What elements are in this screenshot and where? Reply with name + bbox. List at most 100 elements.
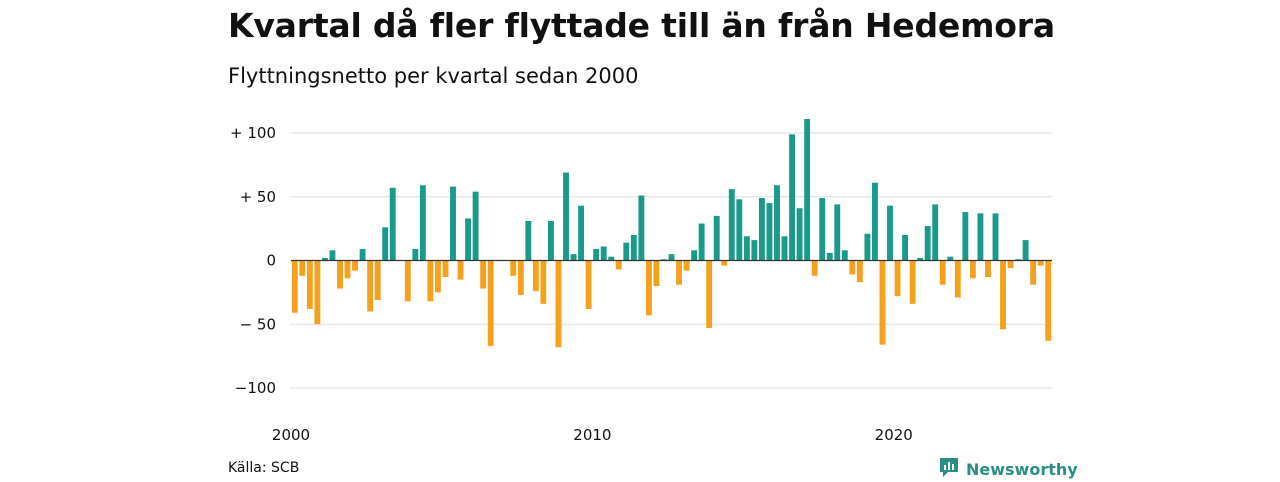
y-axis-tick-labels: + 100 + 50 0 − 50 −100 bbox=[230, 124, 276, 397]
source-note: Källa: SCB bbox=[228, 460, 300, 476]
bar bbox=[532, 260, 539, 292]
bar bbox=[638, 195, 645, 261]
bar bbox=[841, 250, 848, 261]
gridlines bbox=[291, 132, 1052, 389]
bar bbox=[555, 260, 562, 348]
bar bbox=[706, 260, 713, 329]
bar bbox=[548, 220, 554, 261]
bar bbox=[412, 249, 419, 261]
bar bbox=[374, 260, 381, 301]
bar bbox=[487, 260, 494, 346]
bar bbox=[1022, 240, 1029, 261]
bar bbox=[359, 249, 366, 261]
bar bbox=[585, 260, 592, 309]
bar bbox=[608, 256, 615, 261]
bar bbox=[804, 118, 811, 261]
bar bbox=[434, 260, 441, 293]
bar bbox=[849, 260, 856, 275]
bar bbox=[540, 260, 547, 304]
bar bbox=[939, 260, 946, 285]
bar bbox=[698, 223, 705, 261]
bar bbox=[578, 205, 585, 261]
bar bbox=[977, 213, 984, 261]
bar bbox=[917, 257, 924, 261]
bar bbox=[872, 182, 878, 261]
bar bbox=[661, 259, 667, 261]
bar bbox=[1045, 260, 1052, 341]
bar bbox=[894, 260, 901, 297]
bar bbox=[645, 260, 652, 316]
bar bbox=[517, 260, 524, 295]
bars bbox=[291, 118, 1052, 348]
x-tick-label: 2000 bbox=[272, 426, 310, 444]
bar bbox=[947, 256, 954, 261]
bar bbox=[352, 260, 358, 271]
bar bbox=[887, 205, 893, 261]
bar bbox=[826, 252, 833, 261]
bar bbox=[751, 240, 758, 261]
y-tick-label: −100 bbox=[235, 379, 276, 397]
bar bbox=[1037, 260, 1044, 266]
bar bbox=[1000, 260, 1006, 330]
bar bbox=[766, 203, 773, 261]
bar bbox=[321, 257, 328, 261]
bar bbox=[909, 260, 916, 304]
bar bbox=[593, 249, 600, 261]
bar bbox=[382, 227, 389, 261]
bar bbox=[344, 260, 351, 279]
x-tick-label: 2010 bbox=[573, 426, 611, 444]
bar bbox=[834, 204, 841, 261]
bar bbox=[1007, 260, 1014, 269]
bar bbox=[653, 260, 660, 286]
brand-logo: Newsworthy bbox=[938, 456, 1078, 482]
bar bbox=[450, 186, 456, 261]
bar bbox=[781, 236, 788, 261]
bar bbox=[713, 215, 720, 261]
bar bbox=[856, 260, 863, 283]
bar bbox=[389, 187, 396, 261]
bar bbox=[623, 242, 630, 261]
bar bbox=[758, 198, 765, 261]
bar bbox=[457, 260, 464, 280]
bar bbox=[329, 250, 336, 261]
bar bbox=[570, 254, 577, 261]
bar bbox=[985, 260, 991, 278]
bar bbox=[691, 250, 698, 261]
bar bbox=[525, 220, 532, 261]
brand-name: Newsworthy bbox=[966, 459, 1078, 479]
y-tick-label: 0 bbox=[266, 252, 276, 270]
bar bbox=[563, 172, 569, 261]
bar bbox=[367, 260, 374, 312]
bar bbox=[774, 185, 780, 261]
bar bbox=[736, 199, 743, 261]
bar bbox=[969, 260, 976, 279]
bar bbox=[721, 260, 728, 266]
bar bbox=[404, 260, 411, 302]
bar bbox=[1030, 260, 1037, 285]
bar bbox=[291, 260, 298, 313]
bar bbox=[789, 134, 795, 261]
chart-title: Kvartal då fler flyttade till än från He… bbox=[228, 6, 1055, 45]
bar bbox=[992, 213, 999, 261]
bar bbox=[819, 198, 826, 261]
newsworthy-logo-icon bbox=[938, 456, 960, 482]
bar bbox=[442, 260, 449, 278]
bar bbox=[615, 260, 622, 270]
bar bbox=[864, 233, 871, 261]
y-tick-label: + 50 bbox=[240, 188, 276, 206]
bar bbox=[728, 189, 735, 261]
bar bbox=[902, 235, 909, 261]
bar bbox=[419, 185, 426, 261]
bar bbox=[743, 236, 750, 261]
bar bbox=[306, 260, 313, 309]
bar bbox=[314, 260, 321, 325]
bar bbox=[510, 260, 517, 276]
bar bbox=[932, 204, 939, 261]
bar bbox=[630, 235, 637, 261]
bar bbox=[962, 212, 969, 261]
bar bbox=[472, 191, 479, 261]
x-tick-label: 2020 bbox=[875, 426, 913, 444]
y-tick-label: + 100 bbox=[230, 124, 276, 142]
bar bbox=[796, 208, 803, 261]
